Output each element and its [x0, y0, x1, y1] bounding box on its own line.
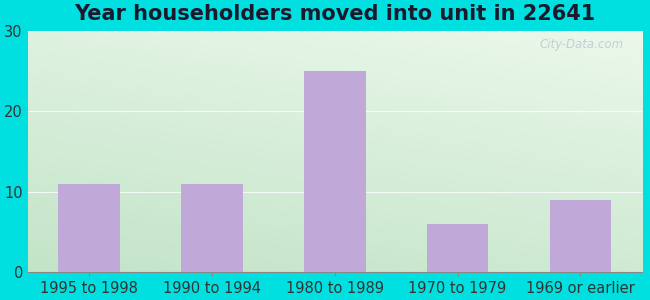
Text: City-Data.com: City-Data.com	[540, 38, 623, 52]
Bar	[181, 184, 242, 272]
Bar	[427, 224, 488, 272]
Title: Year householders moved into unit in 22641: Year householders moved into unit in 226…	[74, 4, 595, 24]
Bar	[304, 71, 365, 272]
Bar	[550, 200, 611, 272]
Bar	[58, 184, 120, 272]
